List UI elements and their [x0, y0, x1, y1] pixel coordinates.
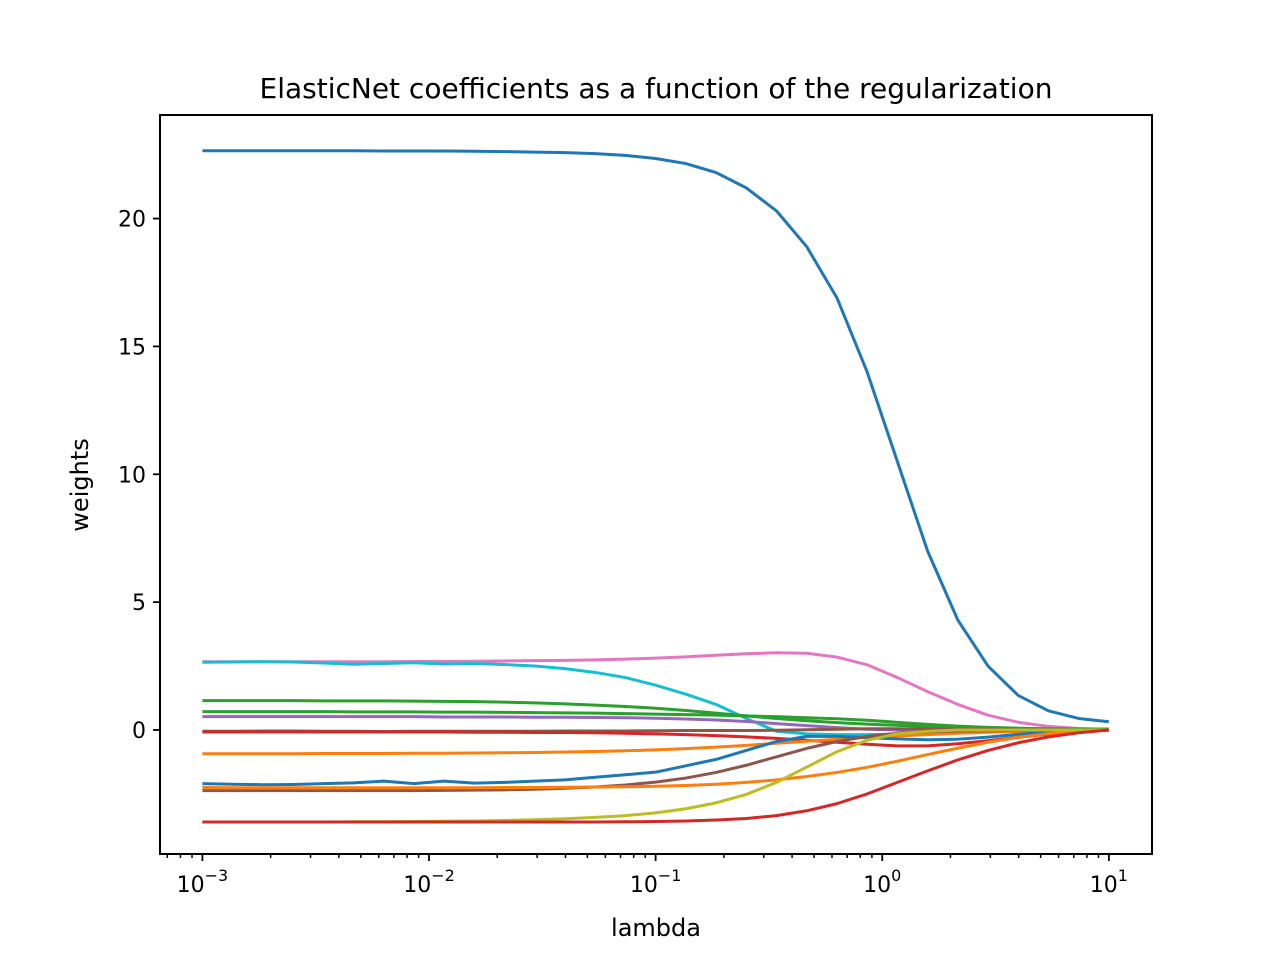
- x-tick-label: 10−3: [177, 866, 229, 898]
- x-tick-label: 10−1: [630, 866, 682, 898]
- series-line-8: [202, 728, 1109, 748]
- y-axis-label: weights: [66, 438, 94, 531]
- y-tick-label: 5: [132, 591, 146, 616]
- y-tick-label: 15: [118, 335, 146, 360]
- series-line-10: [202, 728, 1109, 787]
- axes-frame: [159, 114, 1153, 855]
- x-axis-label: lambda: [611, 914, 701, 942]
- series-line-14: [202, 728, 1110, 824]
- y-tick-label: 10: [118, 463, 146, 488]
- series-line-2: [202, 651, 1109, 731]
- series-line-3: [202, 660, 1109, 737]
- x-axis: 10−3 10−2 10−1 100 101: [166, 854, 1128, 898]
- y-axis: 0 5 10 15 20: [118, 208, 160, 744]
- y-tick-label: 0: [132, 719, 146, 744]
- x-tick-label: 100: [863, 866, 901, 898]
- series-line-5: [202, 710, 1109, 731]
- x-tick-label: 101: [1090, 866, 1128, 898]
- plot-area: [202, 149, 1110, 824]
- series-line-9: [202, 728, 1109, 756]
- y-tick-label: 20: [118, 208, 146, 233]
- series-line-12: [202, 728, 1109, 790]
- chart-title: ElasticNet coefficients as a function of…: [260, 72, 1053, 105]
- x-tick-label: 10−2: [403, 866, 455, 898]
- series-line-1: [202, 149, 1110, 724]
